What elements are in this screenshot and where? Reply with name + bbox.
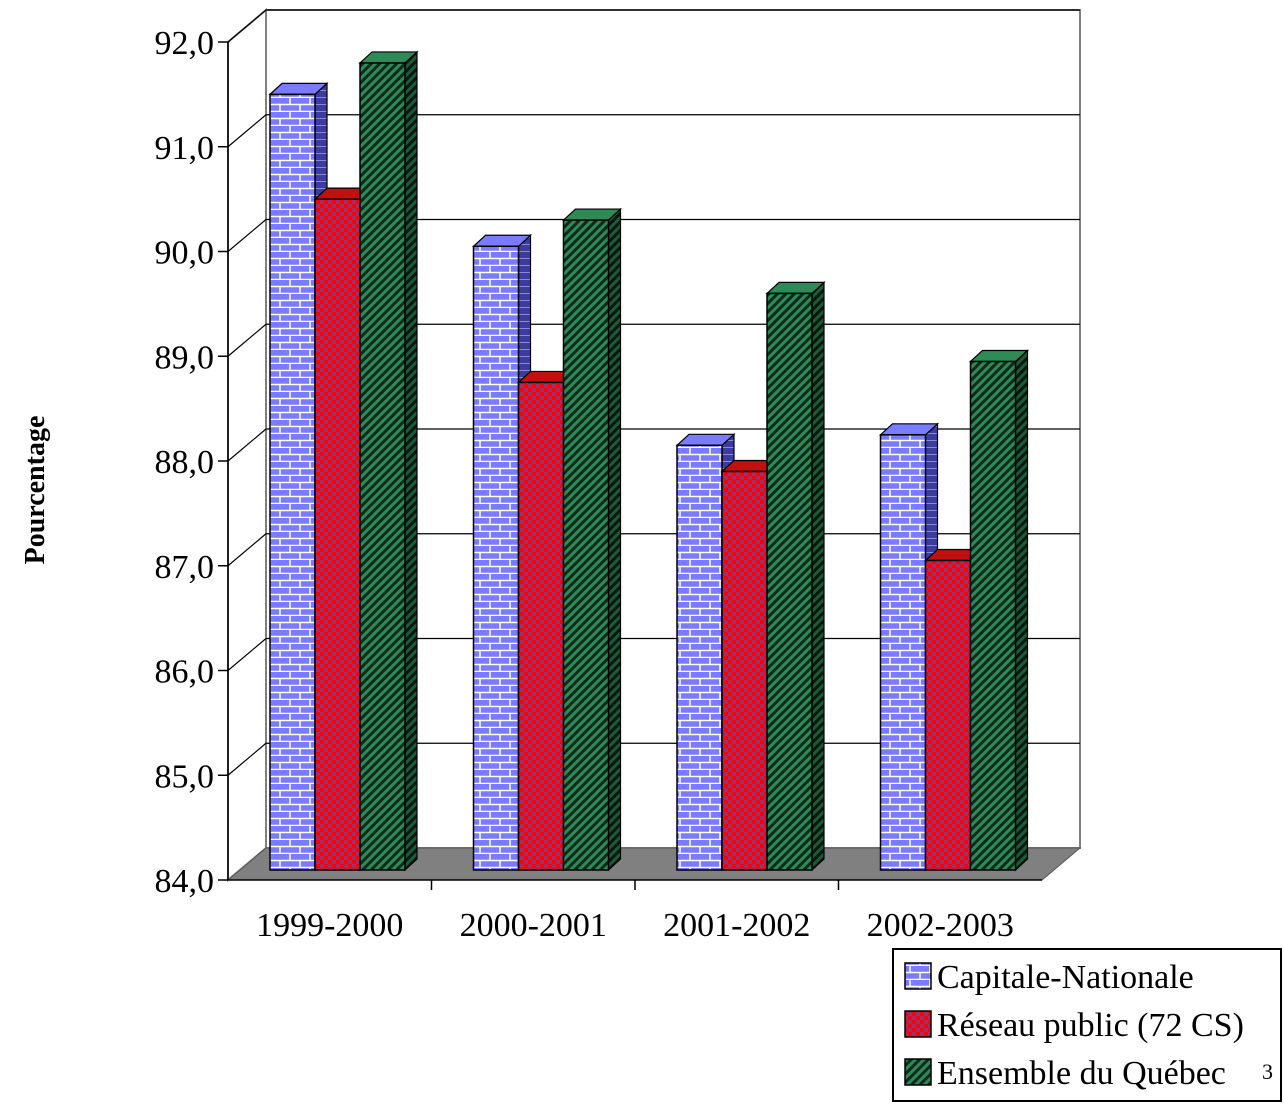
legend-swatch [904,1058,932,1086]
legend-footnote-mark: 3 [1262,1059,1273,1084]
bar [269,93,316,871]
bar [969,360,1017,871]
bar [517,381,565,871]
gridline-side [227,9,267,43]
legend-swatch [904,1010,932,1038]
gridline-side [227,638,267,671]
gridline-side [227,114,267,148]
x-category-label: 1999-2000 [256,907,403,944]
axes [218,41,1042,890]
y-tick-label: 89,0 [155,339,215,376]
gridline-side [227,742,267,776]
y-tick-label: 88,0 [155,444,215,481]
legend-label: Réseau public (72 CS) [937,1007,1244,1044]
gridline-side [227,533,267,567]
bar-side [607,207,622,872]
y-tick-label: 91,0 [155,130,215,167]
legend-label: Capitale-Nationale [937,959,1194,996]
gridline-side [227,219,267,252]
bar [472,245,520,871]
gridline-side [227,428,267,462]
bar-side [404,50,418,872]
legend: Capitale-Nationale Réseau public (72 CS) E… [892,948,1282,1102]
y-tick-label: 92,0 [155,25,215,62]
bar [359,62,406,871]
x-category-label: 2001-2002 [663,907,810,944]
gridline-side [227,323,267,357]
legend-swatch [904,962,932,990]
legend-label: Ensemble du Québec [937,1055,1226,1092]
bar-side [811,281,825,872]
bars [268,50,1030,872]
bar [924,559,972,871]
y-tick-label: 90,0 [155,235,215,272]
bar [562,219,610,871]
y-tick-label: 85,0 [155,758,215,795]
axis-labels: 84,0 85,0 86,0 87,0 88,0 89,0 90,0 91,0 92,0 1999… [20,25,1014,944]
bar [314,198,361,871]
bar-side [1014,349,1029,872]
y-axis-title: Pourcentage [20,416,51,565]
y-tick-label: 87,0 [155,549,215,586]
x-category-label: 2000-2001 [460,907,607,944]
bar [766,292,813,871]
bar [879,434,927,871]
legend-box [892,948,1282,1102]
bar [721,470,768,871]
x-category-label: 2002-2003 [867,907,1014,944]
y-tick-label: 86,0 [155,654,215,691]
bar [676,444,723,871]
y-tick-label: 84,0 [155,863,215,900]
